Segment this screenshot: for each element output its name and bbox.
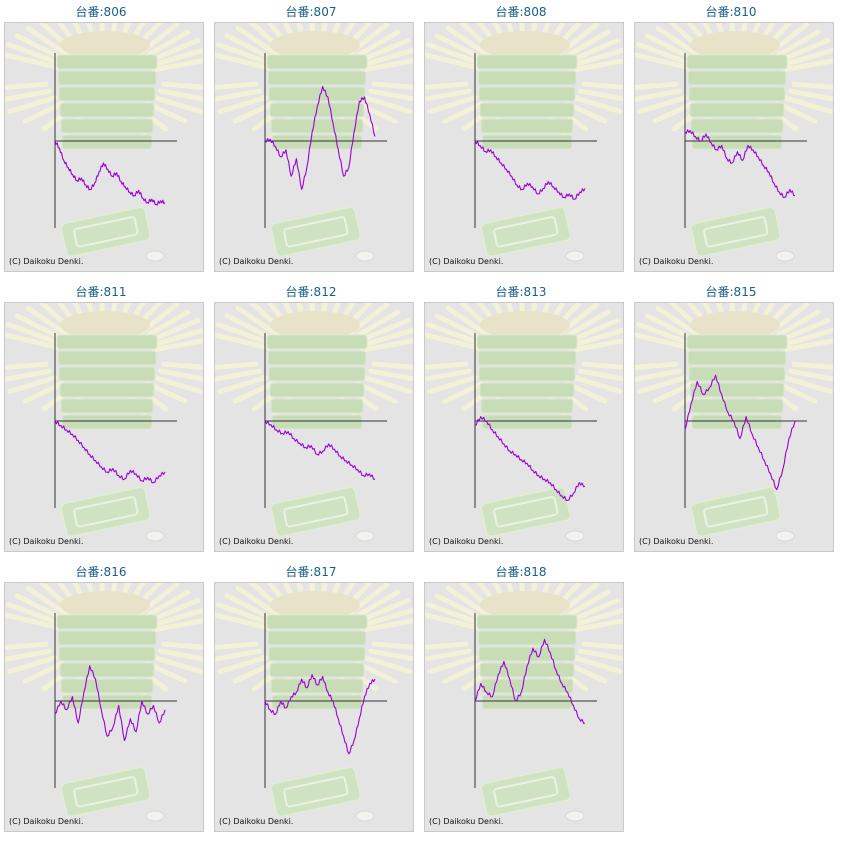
- slot-machine-background-image: [635, 303, 833, 542]
- copyright-text: (C) Daikoku Denki.: [9, 817, 84, 826]
- machine-graph-card: 台番:810 (C) Daikoku Denki.: [630, 0, 834, 275]
- series-line: [684, 374, 796, 491]
- graph-image[interactable]: (C) Daikoku Denki.: [4, 582, 204, 832]
- graph-plot: [684, 333, 807, 508]
- graph-plot: [54, 613, 177, 788]
- graph-image[interactable]: (C) Daikoku Denki.: [424, 302, 624, 552]
- series-line: [684, 129, 796, 199]
- graph-image[interactable]: (C) Daikoku Denki.: [634, 302, 834, 552]
- machine-number-link[interactable]: 台番:818: [495, 565, 547, 579]
- machine-number-link[interactable]: 台番:810: [705, 5, 757, 19]
- series-line: [54, 140, 166, 206]
- machine-graph-card: 台番:817 (C) Daikoku Denki.: [210, 560, 414, 835]
- slot-machine-background-image: [425, 583, 623, 822]
- series-line: [264, 85, 376, 190]
- copyright-text: (C) Daikoku Denki.: [219, 537, 294, 546]
- slot-machine-background-image: [425, 303, 623, 542]
- graph-image[interactable]: (C) Daikoku Denki.: [214, 22, 414, 272]
- slot-machine-background-image: [215, 583, 413, 822]
- graph-plot: [54, 53, 177, 228]
- graph-plot: [264, 333, 387, 508]
- machine-number-link[interactable]: 台番:815: [705, 285, 757, 299]
- slot-machine-background-image: [5, 303, 203, 542]
- machine-graph-card: 台番:818 (C) Daikoku Denki.: [420, 560, 624, 835]
- graph-plot: [474, 333, 597, 508]
- machine-graph-card: 台番:807 (C) Daikoku Denki.: [210, 0, 414, 275]
- series-line: [54, 665, 166, 742]
- slot-machine-background-image: [425, 23, 623, 262]
- machine-number-link[interactable]: 台番:806: [75, 5, 127, 19]
- copyright-text: (C) Daikoku Denki.: [429, 257, 504, 266]
- graph-image[interactable]: (C) Daikoku Denki.: [4, 302, 204, 552]
- machine-number-link[interactable]: 台番:807: [285, 5, 337, 19]
- copyright-text: (C) Daikoku Denki.: [429, 817, 504, 826]
- machine-graph-card: 台番:812 (C) Daikoku Denki.: [210, 280, 414, 555]
- graph-image[interactable]: (C) Daikoku Denki.: [424, 582, 624, 832]
- graph-image[interactable]: (C) Daikoku Denki.: [214, 302, 414, 552]
- series-line: [474, 140, 586, 200]
- copyright-text: (C) Daikoku Denki.: [639, 537, 714, 546]
- graph-image[interactable]: (C) Daikoku Denki.: [634, 22, 834, 272]
- graph-image[interactable]: (C) Daikoku Denki.: [424, 22, 624, 272]
- machine-number-link[interactable]: 台番:808: [495, 5, 547, 19]
- machine-number-link[interactable]: 台番:816: [75, 565, 127, 579]
- machine-graph-card: 台番:808 (C) Daikoku Denki.: [420, 0, 624, 275]
- graph-image[interactable]: (C) Daikoku Denki.: [214, 582, 414, 832]
- machine-graph-card: 台番:806 (C) Daikoku Denki.: [0, 0, 204, 275]
- copyright-text: (C) Daikoku Denki.: [9, 257, 84, 266]
- copyright-text: (C) Daikoku Denki.: [9, 537, 84, 546]
- graph-plot: [474, 53, 597, 228]
- slot-machine-background-image: [215, 303, 413, 542]
- series-line: [474, 638, 586, 724]
- machine-graph-card: 台番:813 (C) Daikoku Denki.: [420, 280, 624, 555]
- copyright-text: (C) Daikoku Denki.: [639, 257, 714, 266]
- graph-plot: [264, 613, 387, 788]
- slot-machine-background-image: [215, 23, 413, 262]
- graph-plot: [264, 53, 387, 228]
- slot-machine-background-image: [5, 583, 203, 822]
- copyright-text: (C) Daikoku Denki.: [219, 257, 294, 266]
- graph-plot: [54, 333, 177, 508]
- slot-machine-background-image: [635, 23, 833, 262]
- graph-plot: [684, 53, 807, 228]
- series-line: [264, 420, 376, 480]
- machine-graph-card: 台番:811 (C) Daikoku Denki.: [0, 280, 204, 555]
- machine-number-link[interactable]: 台番:813: [495, 285, 547, 299]
- series-line: [474, 416, 586, 502]
- machine-graph-card: 台番:815 (C) Daikoku Denki.: [630, 280, 834, 555]
- copyright-text: (C) Daikoku Denki.: [219, 817, 294, 826]
- copyright-text: (C) Daikoku Denki.: [429, 537, 504, 546]
- series-line: [54, 420, 166, 484]
- graph-image[interactable]: (C) Daikoku Denki.: [4, 22, 204, 272]
- graph-plot: [474, 613, 597, 788]
- machine-number-link[interactable]: 台番:811: [75, 285, 127, 299]
- machine-number-link[interactable]: 台番:817: [285, 565, 337, 579]
- slot-machine-background-image: [5, 23, 203, 262]
- machine-graph-card: 台番:816 (C) Daikoku Denki.: [0, 560, 204, 835]
- series-line: [264, 674, 376, 755]
- machine-number-link[interactable]: 台番:812: [285, 285, 337, 299]
